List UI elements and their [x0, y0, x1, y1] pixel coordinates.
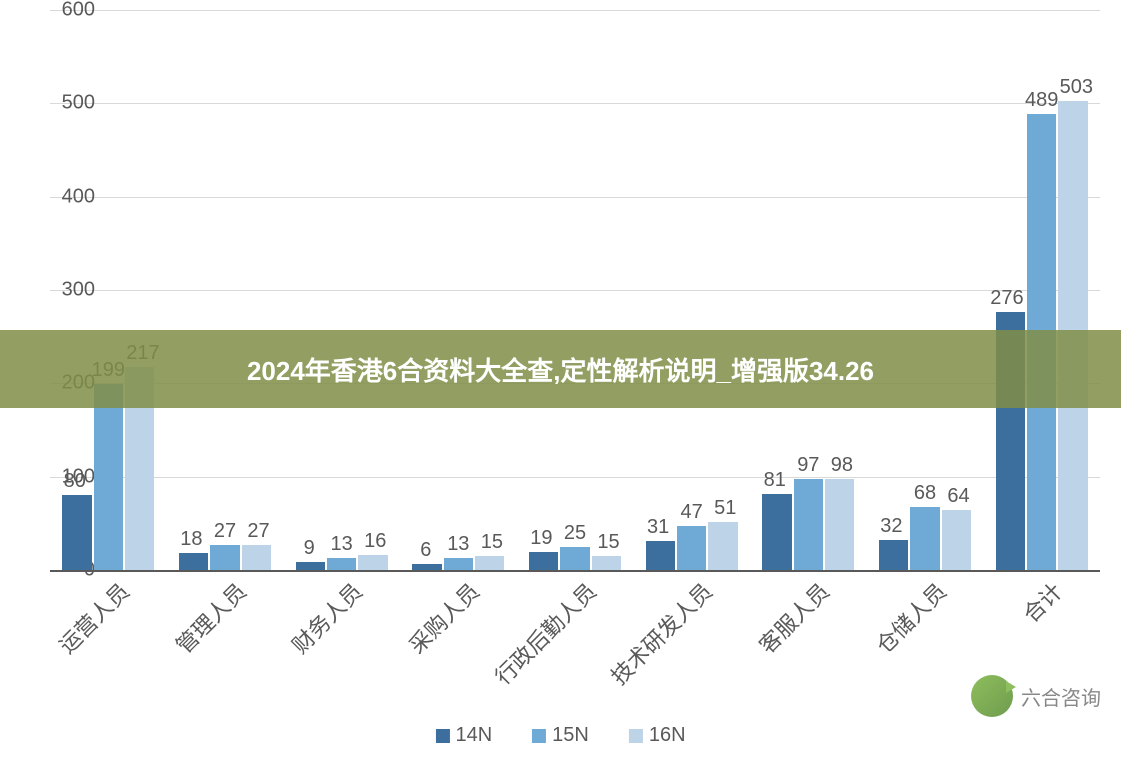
bar: 15	[592, 556, 621, 570]
bar: 6	[412, 564, 441, 570]
y-axis-tick-label: 400	[62, 185, 95, 208]
bar-value-label: 97	[797, 454, 819, 477]
bar-value-label: 27	[247, 520, 269, 543]
bar-value-label: 19	[530, 527, 552, 550]
category-label: 管理人员	[124, 575, 253, 704]
legend-swatch	[435, 729, 449, 743]
watermark: 六合咨询	[971, 675, 1101, 717]
bar: 51	[708, 522, 737, 570]
bar-value-label: 6	[420, 539, 431, 562]
bar: 15	[475, 556, 504, 570]
gridline	[50, 477, 1100, 478]
bar: 32	[879, 540, 908, 570]
bar: 31	[646, 541, 675, 570]
bar: 97	[794, 479, 823, 570]
gridline	[50, 290, 1100, 291]
legend-item: 15N	[532, 724, 589, 747]
bar-group: 819798	[762, 479, 854, 570]
bar-group: 192515	[529, 547, 621, 570]
bar-value-label: 489	[1025, 89, 1058, 112]
bar-value-label: 81	[764, 469, 786, 492]
bar: 19	[529, 552, 558, 570]
bar: 16	[358, 555, 387, 570]
bar-group: 182727	[179, 545, 271, 570]
gridline	[50, 197, 1100, 198]
bar-value-label: 13	[331, 533, 353, 556]
category-label: 行政后勤人员	[474, 575, 603, 704]
overlay-banner: 2024年香港6合资料大全查,定性解析说明_增强版34.26	[0, 330, 1121, 408]
bar-value-label: 98	[831, 454, 853, 477]
category-label: 采购人员	[357, 575, 486, 704]
bar: 68	[910, 507, 939, 570]
bar-value-label: 15	[597, 531, 619, 554]
category-label: 客服人员	[707, 575, 836, 704]
bar: 9	[296, 562, 325, 570]
chart-plot-area: 0100200300400500600801992171827279131661…	[50, 10, 1100, 570]
bar-value-label: 64	[947, 485, 969, 508]
category-label: 运营人员	[7, 575, 136, 704]
bar-value-label: 16	[364, 530, 386, 553]
wechat-icon	[971, 675, 1013, 717]
bar: 81	[762, 494, 791, 570]
bar-group: 61315	[412, 556, 504, 570]
bar-value-label: 13	[447, 533, 469, 556]
bar-value-label: 31	[647, 516, 669, 539]
bar-group: 314751	[646, 522, 738, 570]
legend-swatch	[532, 729, 546, 743]
y-axis-tick-label: 600	[62, 0, 95, 22]
bar: 27	[210, 545, 239, 570]
legend-item: 16N	[629, 724, 686, 747]
bar: 80	[62, 495, 91, 570]
bar-value-label: 276	[990, 287, 1023, 310]
bar-value-label: 25	[564, 522, 586, 545]
bar: 13	[327, 558, 356, 570]
bar-group: 326864	[879, 507, 971, 570]
legend-item: 14N	[435, 724, 492, 747]
legend-label: 16N	[649, 724, 686, 747]
bar-value-label: 51	[714, 497, 736, 520]
gridline	[50, 103, 1100, 104]
overlay-banner-text: 2024年香港6合资料大全查,定性解析说明_增强版34.26	[247, 351, 874, 388]
category-label: 技术研发人员	[590, 575, 719, 704]
legend-label: 15N	[552, 724, 589, 747]
gridline	[50, 10, 1100, 11]
category-label: 仓储人员	[824, 575, 953, 704]
bar-value-label: 68	[914, 482, 936, 505]
bar: 18	[179, 553, 208, 570]
chart-legend: 14N 15N 16N	[435, 724, 685, 747]
y-axis-tick-label: 300	[62, 279, 95, 302]
bar: 64	[942, 510, 971, 570]
bar: 25	[560, 547, 589, 570]
bar-value-label: 18	[180, 528, 202, 551]
bar: 27	[242, 545, 271, 570]
legend-swatch	[629, 729, 643, 743]
bar: 13	[444, 558, 473, 570]
bar: 98	[825, 479, 854, 570]
bar-value-label: 9	[304, 537, 315, 560]
bar-value-label: 47	[681, 501, 703, 524]
legend-label: 14N	[455, 724, 492, 747]
bar-value-label: 503	[1060, 76, 1093, 99]
bar: 199	[94, 384, 123, 570]
bar-value-label: 80	[64, 470, 86, 493]
bar-value-label: 15	[481, 531, 503, 554]
bar-value-label: 32	[880, 515, 902, 538]
y-axis-tick-label: 500	[62, 92, 95, 115]
bar: 47	[677, 526, 706, 570]
watermark-text: 六合咨询	[1021, 682, 1101, 711]
bar-group: 91316	[296, 555, 388, 570]
bar-value-label: 27	[214, 520, 236, 543]
category-label: 财务人员	[240, 575, 369, 704]
x-axis-line	[50, 570, 1100, 572]
